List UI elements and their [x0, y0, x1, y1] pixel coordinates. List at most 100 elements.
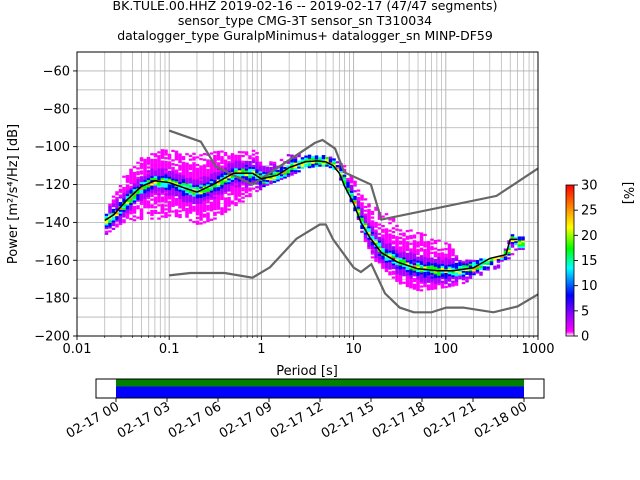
heatmap-cell	[433, 247, 438, 250]
heatmap-cell	[346, 178, 350, 181]
heatmap-cell	[122, 215, 126, 218]
heatmap-cell	[286, 171, 291, 174]
heatmap-cell	[321, 155, 326, 158]
heatmap-cell	[160, 164, 165, 167]
heatmap-cell	[220, 195, 224, 199]
heatmap-cell	[227, 200, 231, 204]
heatmap-cell	[199, 211, 203, 214]
heatmap-cell	[395, 224, 399, 228]
heatmap-cell	[195, 192, 200, 195]
heatmap-cell	[384, 233, 389, 237]
heatmap-cell	[153, 183, 158, 186]
heatmap-cell	[241, 181, 245, 184]
heatmap-cell	[447, 268, 452, 271]
heatmap-cell	[353, 190, 357, 193]
heatmap-cell	[461, 272, 466, 275]
heatmap-cell	[125, 216, 130, 219]
heatmap-cell	[398, 229, 403, 232]
heatmap-cell	[398, 242, 403, 245]
heatmap-cell	[153, 166, 158, 169]
heatmap-cell	[353, 199, 357, 202]
heatmap-cell	[367, 203, 371, 206]
heatmap-cell	[139, 172, 144, 175]
heatmap-cell	[174, 180, 179, 184]
heatmap-cell	[237, 181, 242, 184]
heatmap-cell	[132, 209, 137, 212]
heatmap-cell	[391, 265, 396, 268]
heatmap-cell	[440, 248, 445, 251]
heatmap-cell	[398, 233, 403, 236]
heatmap-cell	[367, 241, 371, 244]
heatmap-cell	[167, 167, 172, 170]
heatmap-cell	[342, 165, 347, 168]
heatmap-cell	[171, 204, 175, 207]
heatmap-cell	[174, 203, 179, 206]
heatmap-cell	[150, 177, 154, 180]
heatmap-cell	[444, 278, 448, 281]
heatmap-cell	[430, 270, 434, 273]
heatmap-cell	[381, 228, 385, 231]
heatmap-cell	[433, 239, 438, 243]
heatmap-cell	[199, 212, 203, 216]
heatmap-cell	[237, 200, 242, 203]
heatmap-cell	[360, 211, 364, 214]
heatmap-cell	[188, 194, 193, 197]
heatmap-cell	[199, 158, 203, 161]
heatmap-cell	[157, 170, 161, 173]
heatmap-cell	[199, 192, 203, 195]
heatmap-cell	[454, 272, 459, 275]
heatmap-cell	[136, 173, 140, 176]
heatmap-cell	[374, 240, 378, 244]
heatmap-cell	[405, 247, 410, 250]
heatmap-cell	[521, 245, 525, 249]
heatmap-cell	[360, 215, 364, 218]
heatmap-cell	[192, 183, 196, 186]
heatmap-cell	[185, 170, 189, 173]
heatmap-cell	[237, 168, 242, 171]
heatmap-cell	[363, 215, 368, 218]
heatmap-cell	[521, 247, 525, 251]
heatmap-cell	[174, 209, 179, 212]
heatmap-cell	[426, 278, 431, 282]
heatmap-cell	[157, 177, 161, 180]
colorbar-tick-label: 5	[581, 304, 589, 319]
heatmap-cell	[241, 196, 245, 199]
heatmap-cell	[388, 261, 392, 265]
heatmap-cell	[164, 151, 168, 154]
heatmap-cell	[160, 166, 165, 169]
heatmap-cell	[125, 210, 130, 214]
heatmap-cell	[423, 258, 427, 261]
coverage-tick-label: 02-17 06	[166, 399, 224, 441]
heatmap-cell	[377, 244, 382, 247]
heatmap-cell	[360, 194, 364, 197]
heatmap-cell	[199, 169, 203, 172]
heatmap-cell	[181, 176, 186, 180]
heatmap-cell	[293, 162, 298, 165]
heatmap-cell	[444, 280, 448, 283]
heatmap-cell	[164, 187, 168, 190]
heatmap-cell	[234, 162, 238, 165]
heatmap-cell	[398, 267, 403, 270]
heatmap-cell	[171, 197, 175, 200]
heatmap-cell	[164, 208, 168, 211]
heatmap-cell	[433, 279, 438, 282]
heatmap-cell	[234, 194, 238, 197]
heatmap-cell	[206, 165, 210, 168]
heatmap-cell	[353, 180, 357, 183]
heatmap-cell	[437, 248, 441, 252]
heatmap-cell	[129, 191, 133, 194]
heatmap-cell	[202, 173, 207, 177]
heatmap-cell	[444, 274, 448, 277]
heatmap-cell	[416, 288, 420, 291]
heatmap-cell	[153, 164, 158, 167]
heatmap-cell	[223, 186, 228, 189]
heatmap-cell	[164, 193, 168, 196]
heatmap-cell	[507, 251, 511, 254]
heatmap-cell	[195, 205, 200, 208]
heatmap-cell	[381, 264, 385, 267]
heatmap-cell	[202, 177, 207, 180]
heatmap-cell	[129, 212, 133, 215]
heatmap-cell	[440, 273, 445, 276]
heatmap-cell	[384, 237, 389, 240]
